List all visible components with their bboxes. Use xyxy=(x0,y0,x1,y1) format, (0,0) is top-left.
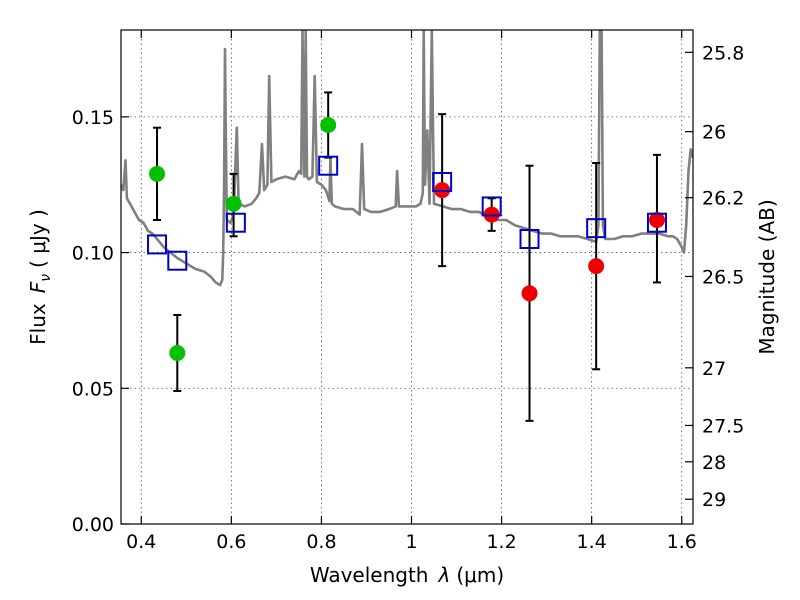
magnitude-tick-label: 26.2 xyxy=(702,188,744,210)
grid xyxy=(121,30,693,525)
magnitude-tick-label: 27 xyxy=(702,358,726,380)
x-tick-label: 0.4 xyxy=(126,531,156,553)
model-spectrum-line xyxy=(121,30,693,287)
model-point-square xyxy=(147,234,168,255)
data-point-circle xyxy=(169,345,186,361)
data-point-circle xyxy=(149,165,166,182)
magnitude-tick-label: 29 xyxy=(702,489,726,511)
magnitude-axis-title: Magnitude (AB) xyxy=(755,199,779,354)
x-tick-label: 0.6 xyxy=(216,531,246,553)
x-tick-label: 0.8 xyxy=(306,531,336,553)
magnitude-tick-label: 26 xyxy=(702,122,726,144)
model-point-square xyxy=(481,196,502,217)
x-tick-label: 1.4 xyxy=(577,531,607,553)
model-point-square xyxy=(225,212,246,233)
magnitude-tick-label: 28 xyxy=(702,452,726,474)
model-point-square xyxy=(586,218,607,239)
x-tick-label: 1.2 xyxy=(486,531,516,553)
axis-ticks: 0.4 0.6 0.8 1 1.2 1.4 1.6 0.00 0.05 0.10 0.15 25.8 2… xyxy=(72,30,744,553)
data-point-circle xyxy=(648,212,665,228)
y-tick-label: 0.15 xyxy=(72,107,114,129)
x-axis-title: Wavelength λ (μm) xyxy=(310,563,504,587)
data-point-circle xyxy=(588,258,605,275)
y-tick-label: 0.05 xyxy=(72,378,114,400)
magnitude-tick-label: 25.8 xyxy=(702,42,744,64)
model-point-square xyxy=(519,229,540,249)
magnitude-tick-label: 26.5 xyxy=(702,266,744,288)
data-point-circle xyxy=(225,195,242,212)
y-tick-label: 0.00 xyxy=(72,514,114,536)
x-tick-label: 1 xyxy=(405,531,417,553)
model-point-square xyxy=(646,212,667,233)
plot-frame xyxy=(120,29,694,525)
model-point-square xyxy=(318,155,339,176)
model-point-square xyxy=(167,250,188,271)
data-point-circle xyxy=(521,285,538,302)
plot-area xyxy=(121,30,693,422)
data-point-circle xyxy=(320,117,337,133)
magnitude-tick-label: 27.5 xyxy=(702,415,744,437)
x-tick-label: 1.6 xyxy=(667,531,697,553)
model-point-square xyxy=(432,172,453,192)
y-axis-title: FluxFν( μJy ) xyxy=(26,209,54,345)
y-tick-label: 0.10 xyxy=(72,243,114,265)
